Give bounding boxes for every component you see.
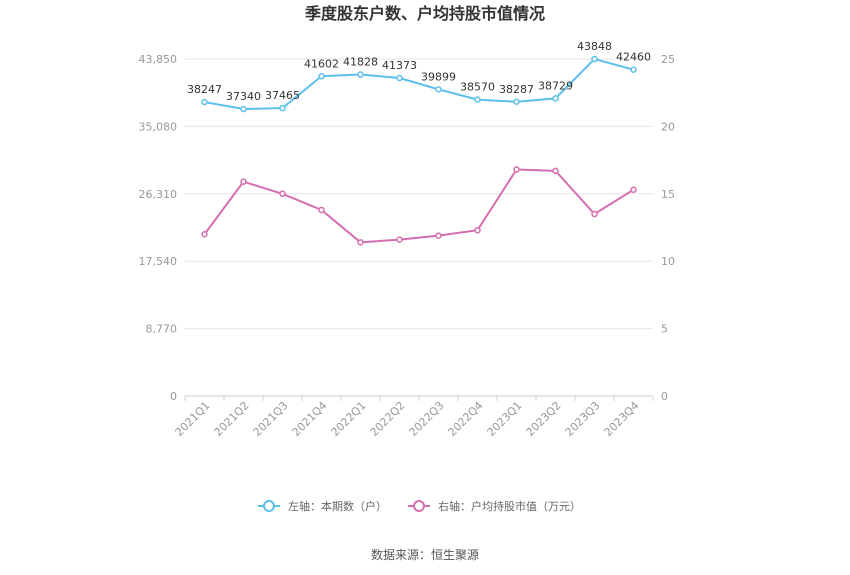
- series-group: 38247 37340 37465 41602 41828 41373 39899 38570…: [187, 40, 651, 246]
- data-point: [513, 98, 520, 106]
- x-tick-label: 2023Q2: [524, 399, 564, 439]
- data-label: 39899: [421, 70, 456, 83]
- data-point: [591, 210, 598, 218]
- legend-marker: [413, 500, 425, 512]
- data-point: [201, 230, 208, 238]
- right-tick-label: 0: [661, 390, 668, 403]
- x-tick-label: 2021Q4: [290, 399, 330, 439]
- left-tick-label: 35,080: [139, 120, 178, 133]
- legend-marker: [263, 500, 275, 512]
- data-point: [396, 236, 403, 243]
- data-label: 41602: [304, 57, 339, 70]
- data-point: [396, 74, 403, 82]
- data-point: [279, 104, 286, 112]
- x-tick-label: 2023Q3: [563, 399, 603, 439]
- data-point: [201, 98, 208, 106]
- x-tick-label: 2022Q1: [329, 399, 369, 439]
- data-label: 38729: [538, 79, 573, 92]
- legend-label: 左轴：本期数（户）: [288, 499, 387, 513]
- x-axis: 2021Q12021Q22021Q32021Q42022Q12022Q22022…: [173, 396, 654, 439]
- data-label: 37340: [226, 90, 261, 103]
- x-tick-label: 2022Q2: [368, 399, 408, 439]
- right-tick-label: 10: [661, 255, 675, 268]
- data-point: [318, 206, 325, 214]
- series-line-0: [204, 57, 634, 111]
- data-point: [357, 71, 364, 78]
- data-point: [279, 190, 286, 198]
- data-label: 43848: [577, 40, 612, 53]
- left-tick-label: 8,770: [146, 323, 178, 336]
- data-point: [513, 166, 520, 173]
- data-point: [474, 226, 481, 234]
- data-label: 38570: [460, 81, 495, 94]
- x-tick-label: 2021Q1: [173, 399, 213, 439]
- data-label: 41373: [382, 59, 417, 72]
- data-label: 38287: [499, 83, 534, 96]
- chart-title: 季度股东户数、户均持股市值情况: [304, 4, 545, 23]
- data-point: [240, 105, 247, 113]
- right-axis: 0 5 10 15 20 25: [661, 53, 675, 403]
- left-axis: 0 8,770 17,540 26,310 35,080 43,850: [139, 53, 178, 403]
- left-tick-label: 26,310: [139, 188, 178, 201]
- x-tick-label: 2022Q3: [407, 399, 447, 439]
- data-point: [357, 239, 364, 246]
- left-tick-label: 0: [170, 390, 177, 403]
- data-point: [240, 178, 247, 185]
- x-tick-label: 2021Q3: [251, 399, 291, 439]
- data-point: [591, 55, 598, 63]
- data-label: 41828: [343, 56, 378, 69]
- data-point: [630, 186, 637, 194]
- legend[interactable]: 左轴：本期数（户） 右轴：户均持股市值（万元）: [258, 499, 581, 513]
- right-tick-label: 15: [661, 188, 675, 201]
- right-tick-label: 25: [661, 53, 675, 66]
- data-label: 42460: [616, 51, 651, 64]
- data-point: [435, 86, 442, 93]
- data-point: [552, 167, 559, 175]
- x-tick-label: 2021Q2: [212, 399, 252, 439]
- data-point: [435, 232, 442, 239]
- data-label: 38247: [187, 83, 222, 96]
- legend-label: 右轴：户均持股市值（万元）: [438, 499, 581, 513]
- x-tick-label: 2023Q4: [602, 399, 642, 439]
- x-tick-label: 2023Q1: [485, 399, 525, 439]
- series-line-1: [203, 168, 635, 244]
- data-point: [474, 96, 481, 103]
- right-tick-label: 5: [661, 323, 668, 336]
- data-point: [630, 66, 637, 73]
- left-tick-label: 43,850: [139, 53, 178, 66]
- source-note: 数据来源：恒生聚源: [371, 547, 479, 562]
- right-tick-label: 20: [661, 120, 675, 133]
- data-label: 37465: [265, 89, 300, 102]
- left-tick-label: 17,540: [139, 255, 178, 268]
- data-point: [318, 73, 325, 80]
- data-point: [552, 95, 559, 102]
- x-tick-label: 2022Q4: [446, 399, 486, 439]
